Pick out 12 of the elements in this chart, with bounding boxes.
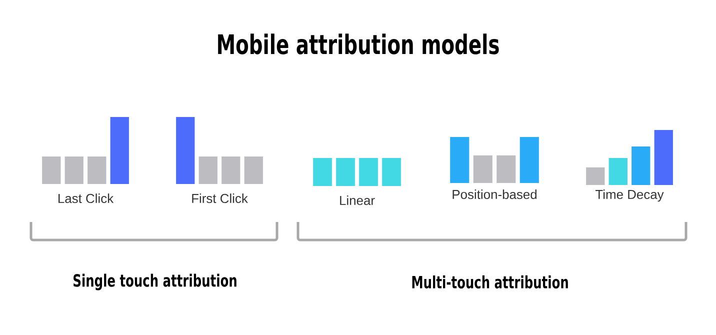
text: Linear <box>340 196 375 206</box>
text: Single touch attribution <box>74 274 236 290</box>
bar <box>654 130 673 185</box>
text: Last Click <box>58 194 114 204</box>
text: Mobile attribution models <box>218 34 499 54</box>
text: First Click <box>192 194 248 204</box>
bar <box>586 167 605 185</box>
text: Multi-touch attribution <box>412 275 568 289</box>
bar <box>608 158 628 185</box>
bar <box>632 146 650 185</box>
text: Position-based <box>452 190 537 200</box>
text: Time Decay <box>596 190 664 202</box>
